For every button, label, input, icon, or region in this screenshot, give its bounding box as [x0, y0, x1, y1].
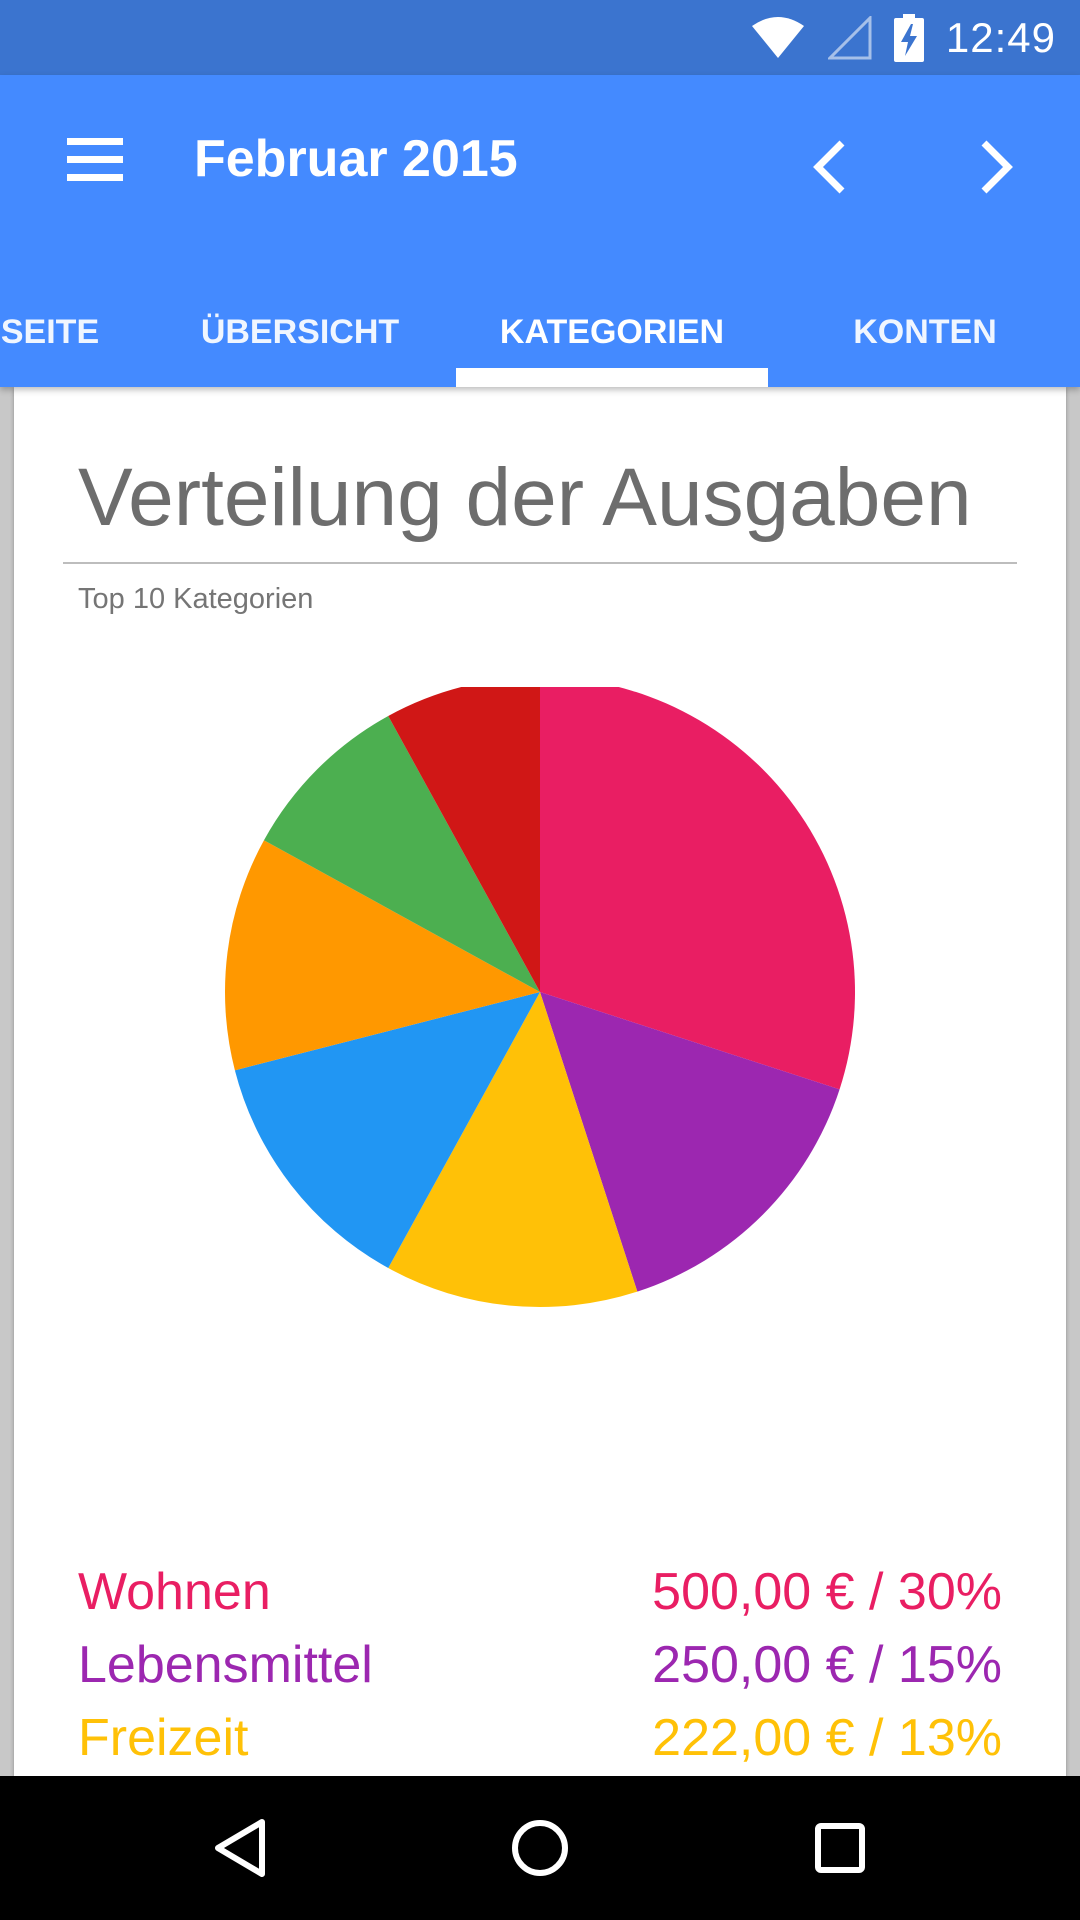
- tab-indicator: [456, 368, 768, 387]
- legend-category-name: Freizeit: [78, 1709, 249, 1767]
- tab-uebersicht[interactable]: ÜBERSICHT: [200, 313, 400, 351]
- legend-row[interactable]: Freizeit 222,00 € / 13%: [78, 1708, 1002, 1781]
- pie-chart-svg: [225, 687, 855, 1307]
- menu-icon[interactable]: [62, 136, 128, 186]
- toolbar: Februar 2015: [0, 75, 1080, 245]
- signal-icon: [827, 15, 872, 60]
- expense-distribution-card: Verteilung der Ausgaben Top 10 Kategorie…: [14, 387, 1066, 1777]
- status-time: 12:49: [945, 13, 1056, 61]
- home-icon[interactable]: [490, 1798, 590, 1898]
- pie-slice-wohnen: [540, 687, 855, 1090]
- wifi-icon: [750, 16, 806, 60]
- legend-category-amount: 250,00 € / 15%: [652, 1636, 1002, 1694]
- card-subtitle: Top 10 Kategorien: [78, 583, 314, 615]
- pie-slice-freizeit: [388, 992, 638, 1307]
- tab-kategorien[interactable]: KATEGORIEN: [499, 313, 725, 351]
- pie-slice-3: [234, 992, 540, 1269]
- chevron-right-icon[interactable]: [956, 127, 1036, 207]
- divider: [63, 562, 1017, 564]
- recents-icon[interactable]: [790, 1798, 890, 1898]
- pie-slice-lebensmittel: [540, 992, 840, 1292]
- legend-row[interactable]: Lebensmittel 250,00 € / 15%: [78, 1635, 1002, 1708]
- legend-category-amount: 500,00 € / 30%: [652, 1563, 1002, 1621]
- tab-konten[interactable]: KONTEN: [853, 313, 997, 351]
- card-title: Verteilung der Ausgaben: [78, 452, 972, 543]
- legend-category-amount: 222,00 € / 13%: [652, 1709, 1002, 1767]
- page-title: Februar 2015: [194, 130, 518, 188]
- pie-chart: [14, 687, 1066, 1447]
- back-icon[interactable]: [190, 1798, 290, 1898]
- tab-seite[interactable]: SEITE: [0, 313, 100, 351]
- app-bar: Februar 2015 SEITE ÜBERSICHT KATEGORIEN …: [0, 75, 1080, 387]
- pie-slice-5: [263, 715, 540, 992]
- chevron-left-icon[interactable]: [790, 127, 870, 207]
- pie-slice-6: [388, 687, 540, 992]
- battery-charging-icon: [893, 13, 924, 62]
- legend-row[interactable]: Wohnen 500,00 € / 30%: [78, 1562, 1002, 1635]
- legend-category-name: Lebensmittel: [78, 1636, 373, 1694]
- tab-bar: SEITE ÜBERSICHT KATEGORIEN KONTEN: [0, 278, 1080, 387]
- legend-category-name: Wohnen: [78, 1563, 271, 1621]
- category-legend: Wohnen 500,00 € / 30% Lebensmittel 250,00 €…: [78, 1562, 1002, 1781]
- navigation-bar: [0, 1776, 1080, 1920]
- status-bar: 12:49: [0, 0, 1080, 75]
- pie-slice-4: [225, 840, 541, 1071]
